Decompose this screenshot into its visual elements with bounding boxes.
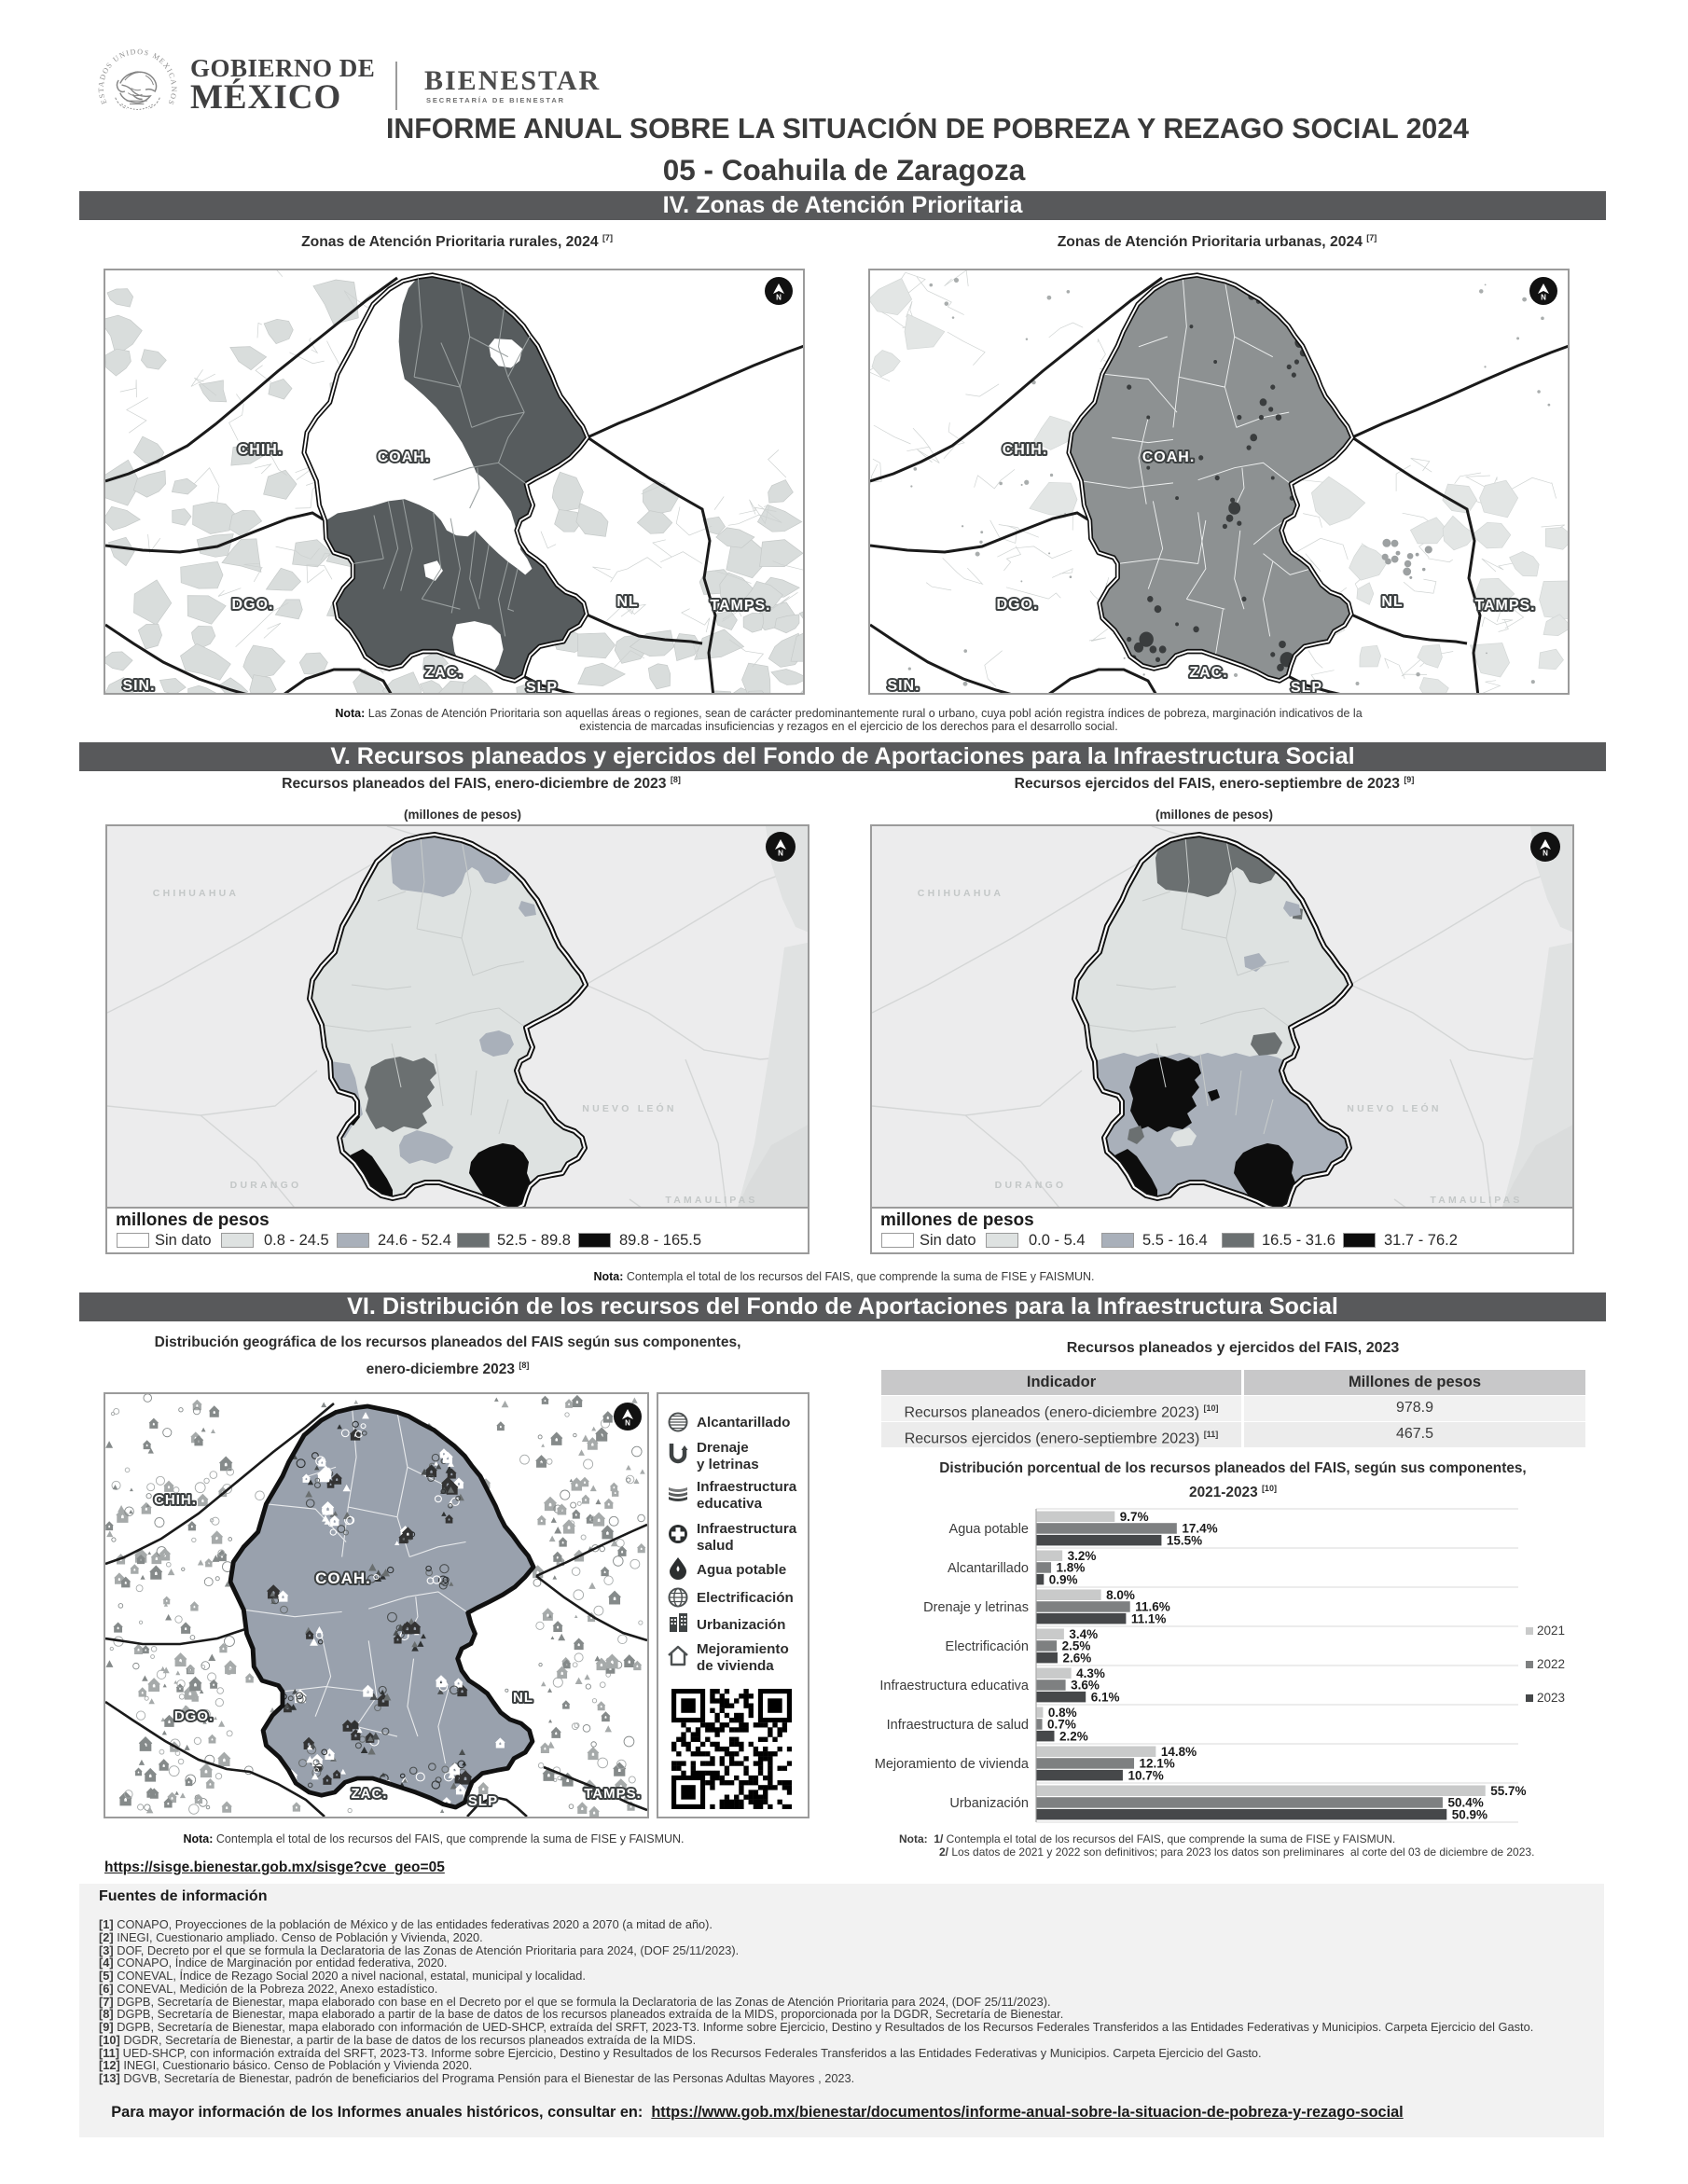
- svg-text:N: N: [1543, 850, 1548, 858]
- svg-text:Agua potable: Agua potable: [949, 1522, 1029, 1537]
- svg-text:NUEVO LEÓN: NUEVO LEÓN: [582, 1102, 676, 1114]
- svg-text:2.2%: 2.2%: [1059, 1729, 1088, 1743]
- svg-text:TAMAULIPAS: TAMAULIPAS: [665, 1195, 757, 1206]
- svg-text:Alcantarillado: Alcantarillado: [948, 1561, 1029, 1576]
- svg-text:CHIHUAHUA: CHIHUAHUA: [153, 888, 239, 899]
- svg-text:0.9%: 0.9%: [1049, 1572, 1078, 1586]
- svg-text:SIN.: SIN.: [122, 678, 155, 693]
- svg-text:Electrificación: Electrificación: [946, 1639, 1029, 1654]
- svg-text:0.7%: 0.7%: [1047, 1718, 1076, 1732]
- svg-text:TAMPS.: TAMPS.: [584, 1786, 642, 1802]
- svg-text:Urbanización: Urbanización: [949, 1796, 1029, 1811]
- svg-text:14.8%: 14.8%: [1161, 1745, 1197, 1759]
- svg-text:ZAC.: ZAC.: [1189, 665, 1227, 681]
- svg-text:9.7%: 9.7%: [1120, 1510, 1149, 1524]
- svg-text:N: N: [1541, 294, 1546, 302]
- svg-text:0.8%: 0.8%: [1048, 1706, 1077, 1720]
- svg-text:11.6%: 11.6%: [1135, 1600, 1170, 1614]
- svg-text:TAMPS.: TAMPS.: [1474, 598, 1535, 614]
- svg-text:8.0%: 8.0%: [1106, 1588, 1135, 1602]
- svg-text:DURANGO: DURANGO: [995, 1180, 1067, 1191]
- svg-text:DURANGO: DURANGO: [230, 1180, 302, 1191]
- svg-text:50.9%: 50.9%: [1452, 1807, 1487, 1821]
- svg-text:SLP: SLP: [468, 1793, 498, 1809]
- svg-text:COAH.: COAH.: [378, 449, 431, 465]
- svg-text:SLP: SLP: [526, 680, 558, 693]
- svg-text:N: N: [776, 294, 782, 302]
- svg-text:3.6%: 3.6%: [1071, 1679, 1100, 1693]
- svg-text:3.2%: 3.2%: [1068, 1549, 1097, 1563]
- svg-text:2023: 2023: [1537, 1691, 1565, 1705]
- svg-text:2021: 2021: [1537, 1624, 1565, 1638]
- svg-text:2022: 2022: [1537, 1657, 1565, 1671]
- svg-text:Infraestructura educativa: Infraestructura educativa: [879, 1679, 1030, 1693]
- svg-text:Infraestructura de salud: Infraestructura de salud: [887, 1718, 1029, 1733]
- svg-text:Drenaje y letrinas: Drenaje y letrinas: [923, 1600, 1029, 1615]
- svg-text:55.7%: 55.7%: [1490, 1784, 1526, 1798]
- svg-text:DGO.: DGO.: [997, 597, 1039, 613]
- svg-text:10.7%: 10.7%: [1128, 1768, 1163, 1782]
- svg-text:COAH.: COAH.: [315, 1569, 371, 1587]
- svg-text:2.5%: 2.5%: [1062, 1639, 1091, 1653]
- svg-text:CHIH.: CHIH.: [238, 442, 284, 458]
- svg-text:DGO.: DGO.: [232, 597, 274, 613]
- svg-text:COAH.: COAH.: [1142, 449, 1196, 465]
- svg-text:2.6%: 2.6%: [1062, 1651, 1091, 1665]
- svg-text:ZAC.: ZAC.: [352, 1786, 388, 1802]
- svg-text:DGO.: DGO.: [174, 1708, 214, 1724]
- svg-text:11.1%: 11.1%: [1131, 1611, 1167, 1625]
- svg-text:3.4%: 3.4%: [1069, 1627, 1098, 1641]
- svg-text:SIN.: SIN.: [887, 678, 920, 693]
- svg-text:TAMPS.: TAMPS.: [710, 598, 770, 614]
- svg-text:17.4%: 17.4%: [1182, 1522, 1217, 1536]
- svg-text:CHIH.: CHIH.: [154, 1492, 197, 1508]
- svg-text:4.3%: 4.3%: [1076, 1666, 1105, 1680]
- svg-text:1.8%: 1.8%: [1057, 1561, 1086, 1575]
- svg-text:NUEVO LEÓN: NUEVO LEÓN: [1347, 1102, 1441, 1114]
- svg-text:NL: NL: [513, 1690, 533, 1706]
- svg-text:Mejoramiento de vivienda: Mejoramiento de vivienda: [875, 1757, 1030, 1772]
- svg-text:12.1%: 12.1%: [1140, 1757, 1175, 1771]
- svg-text:SLP: SLP: [1291, 680, 1322, 693]
- svg-text:TAMAULIPAS: TAMAULIPAS: [1430, 1195, 1522, 1206]
- svg-text:NL: NL: [1381, 594, 1403, 610]
- svg-text:ZAC.: ZAC.: [424, 665, 463, 681]
- svg-text:NL: NL: [616, 594, 638, 610]
- svg-text:15.5%: 15.5%: [1167, 1533, 1202, 1547]
- svg-text:N: N: [778, 850, 783, 858]
- svg-text:N: N: [625, 1419, 630, 1428]
- svg-text:6.1%: 6.1%: [1091, 1690, 1120, 1704]
- svg-text:50.4%: 50.4%: [1447, 1796, 1483, 1810]
- svg-text:CHIH.: CHIH.: [1003, 442, 1048, 458]
- svg-text:CHIHUAHUA: CHIHUAHUA: [918, 888, 1003, 899]
